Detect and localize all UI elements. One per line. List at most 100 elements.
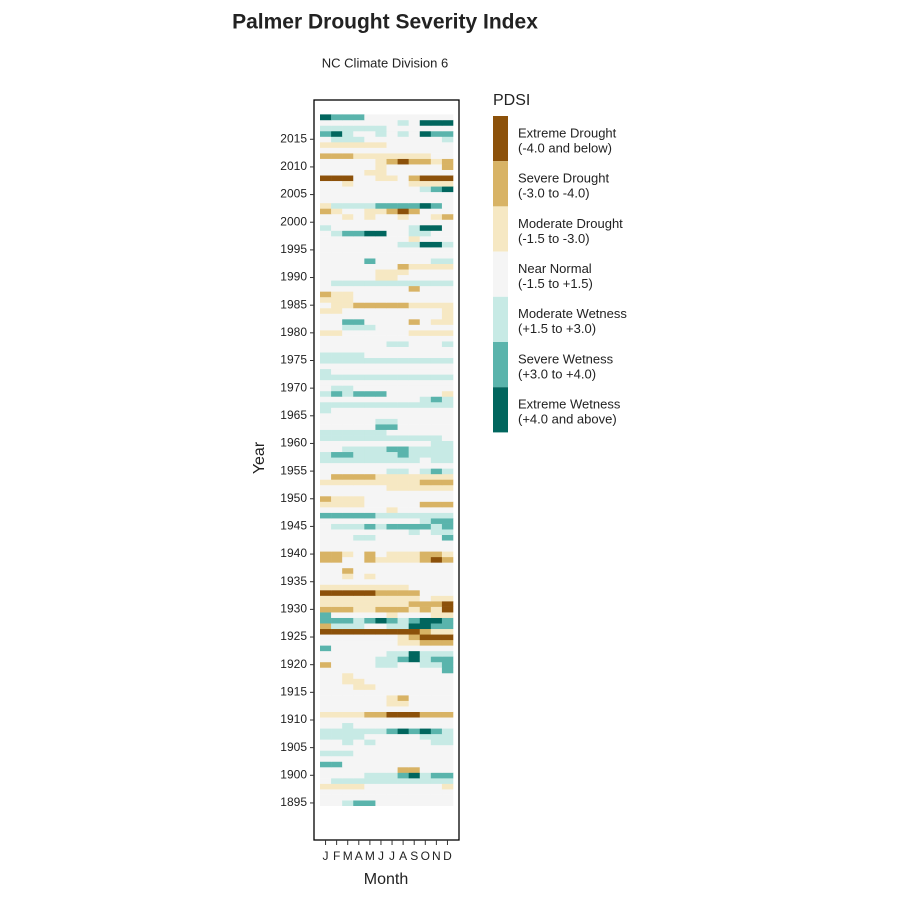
heatmap-cell [441, 628, 454, 635]
heatmap-cell [353, 418, 365, 425]
heatmap-cell [419, 595, 432, 602]
heatmap-cell [430, 728, 443, 735]
heatmap-cell [375, 717, 387, 724]
heatmap-cell [353, 119, 365, 126]
heatmap-cell [441, 341, 454, 347]
y-tick-label: 1940 [280, 546, 307, 560]
heatmap-cell [331, 175, 343, 182]
heatmap-cell [386, 319, 398, 325]
heatmap-cell [331, 650, 343, 657]
heatmap-cell [397, 689, 409, 696]
heatmap-cell [342, 429, 354, 436]
heatmap-cell [375, 313, 387, 320]
heatmap-cell [342, 695, 354, 701]
heatmap-cell [320, 540, 332, 547]
heatmap-cell [408, 661, 421, 668]
heatmap-cell [320, 590, 332, 596]
heatmap-cell [419, 667, 432, 674]
heatmap-cell [364, 313, 376, 320]
heatmap-cell [331, 661, 343, 668]
heatmap-cell [430, 385, 443, 392]
heatmap-cell [375, 750, 387, 757]
heatmap-cell [419, 772, 432, 779]
heatmap-cell [430, 794, 443, 801]
heatmap-cell [397, 413, 409, 419]
heatmap-cell [331, 335, 343, 342]
heatmap-cell [375, 562, 387, 569]
heatmap-cell [408, 507, 421, 513]
heatmap-cell [320, 667, 332, 674]
heatmap-cell [430, 208, 443, 215]
heatmap-cell [386, 512, 398, 519]
heatmap-cell [364, 628, 376, 635]
x-tick-label: J [323, 849, 329, 863]
heatmap-cell [408, 119, 421, 126]
heatmap-cell [331, 772, 343, 779]
heatmap-cell [353, 800, 365, 807]
heatmap-cell [353, 142, 365, 148]
heatmap-cell [342, 335, 354, 342]
y-tick-label: 1930 [280, 602, 307, 616]
heatmap-cell [397, 706, 409, 712]
heatmap-cell [386, 346, 398, 353]
heatmap-cell [342, 291, 354, 298]
heatmap-cell [419, 678, 432, 685]
heatmap-cell [353, 728, 365, 735]
heatmap-cell [397, 567, 409, 574]
heatmap-cell [331, 755, 343, 762]
heatmap-cell [364, 545, 376, 552]
heatmap-cell [320, 413, 332, 419]
heatmap-cell [320, 595, 332, 602]
heatmap-cell [397, 584, 409, 591]
heatmap-cell [419, 739, 432, 746]
heatmap-cell [408, 462, 421, 469]
heatmap-cell [353, 346, 365, 353]
heatmap-cell [375, 540, 387, 547]
heatmap-cell [364, 291, 376, 298]
heatmap-cell [441, 241, 454, 248]
heatmap-cell [342, 650, 354, 657]
heatmap-cell [331, 639, 343, 646]
heatmap-cell [430, 418, 443, 425]
heatmap-cell [331, 711, 343, 718]
heatmap-cell [364, 302, 376, 309]
heatmap-cell [397, 623, 409, 630]
heatmap-cell [331, 435, 343, 441]
heatmap-cell [397, 661, 409, 668]
heatmap-cell [419, 368, 432, 375]
heatmap-cell [430, 711, 443, 718]
legend-range: (+3.0 to +4.0) [518, 366, 596, 381]
heatmap-cell [419, 473, 432, 480]
heatmap-cell [386, 529, 398, 536]
heatmap-cell [331, 523, 343, 530]
heatmap-cell [353, 601, 365, 607]
heatmap-cell [430, 368, 443, 375]
heatmap-cell [375, 667, 387, 674]
heatmap-cell [320, 296, 332, 303]
heatmap-cell [353, 319, 365, 325]
heatmap-cell [397, 722, 409, 729]
heatmap-cell [430, 717, 443, 724]
heatmap-cell [397, 562, 409, 569]
heatmap-cell [331, 379, 343, 386]
heatmap-cell [397, 263, 409, 270]
heatmap-cell [408, 247, 421, 253]
heatmap-cell [419, 495, 432, 502]
heatmap-cell [397, 473, 409, 480]
heatmap-cell [386, 573, 398, 580]
heatmap-cell [331, 507, 343, 513]
heatmap-cell [364, 551, 376, 558]
heatmap-cell [331, 302, 343, 309]
heatmap-cell [430, 413, 443, 419]
heatmap-cell [386, 379, 398, 386]
heatmap-cell [320, 739, 332, 746]
heatmap-cell [430, 739, 443, 746]
heatmap-cell [375, 136, 387, 143]
heatmap-cell [342, 789, 354, 795]
heatmap-cell [320, 280, 332, 287]
heatmap-cell [419, 717, 432, 724]
heatmap-cell [320, 678, 332, 685]
heatmap-cell [441, 413, 454, 419]
heatmap-cell [331, 269, 343, 276]
heatmap-cell [331, 130, 343, 137]
